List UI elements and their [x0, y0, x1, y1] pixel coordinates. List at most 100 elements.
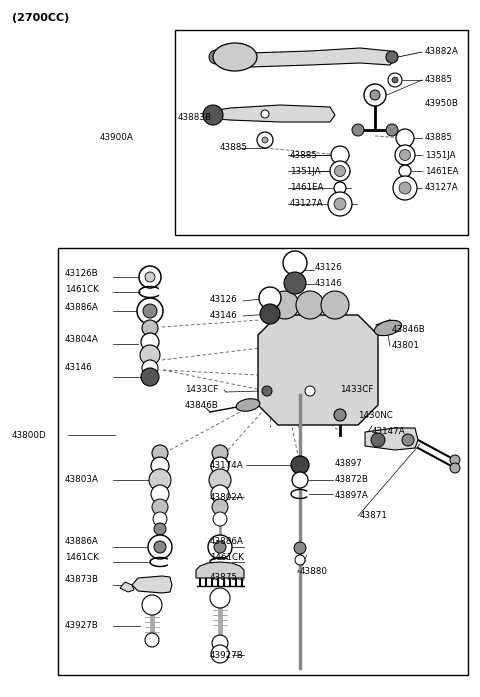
Circle shape — [143, 304, 157, 318]
Text: 43886A: 43886A — [65, 303, 99, 312]
Text: 43880: 43880 — [300, 567, 328, 576]
Text: 1430NC: 1430NC — [358, 411, 393, 420]
Circle shape — [137, 298, 163, 324]
Circle shape — [296, 291, 324, 319]
Text: 43126: 43126 — [315, 263, 343, 273]
Text: 1351JA: 1351JA — [425, 151, 456, 160]
Circle shape — [399, 165, 411, 177]
Circle shape — [152, 445, 168, 461]
Circle shape — [212, 445, 228, 461]
Circle shape — [388, 73, 402, 87]
Text: 43883B: 43883B — [178, 114, 212, 123]
Text: 43803A: 43803A — [65, 475, 99, 484]
Text: 43875: 43875 — [210, 574, 238, 583]
Text: 43950B: 43950B — [425, 100, 459, 109]
Circle shape — [321, 291, 349, 319]
Text: 43126B: 43126B — [65, 268, 98, 277]
Circle shape — [211, 457, 229, 475]
Circle shape — [213, 512, 227, 526]
Circle shape — [331, 146, 349, 164]
Circle shape — [148, 535, 172, 559]
Bar — [175, 30, 468, 235]
Circle shape — [151, 485, 169, 503]
Text: 43146: 43146 — [315, 279, 343, 289]
Polygon shape — [258, 315, 378, 425]
Circle shape — [151, 457, 169, 475]
Circle shape — [214, 541, 226, 553]
Text: 43885: 43885 — [425, 134, 453, 142]
Circle shape — [209, 469, 231, 491]
Text: 1461EA: 1461EA — [290, 183, 324, 192]
Text: 43146: 43146 — [210, 312, 238, 321]
Circle shape — [153, 512, 167, 526]
Circle shape — [370, 90, 380, 100]
Text: 43897A: 43897A — [335, 491, 369, 500]
Circle shape — [149, 469, 171, 491]
Text: 43872B: 43872B — [335, 475, 369, 484]
Polygon shape — [120, 582, 134, 592]
Circle shape — [291, 456, 309, 474]
Text: 43871: 43871 — [360, 512, 388, 521]
Text: 43146: 43146 — [65, 364, 93, 372]
Text: 43885: 43885 — [290, 151, 318, 160]
Circle shape — [141, 333, 159, 351]
Ellipse shape — [236, 399, 260, 411]
Circle shape — [352, 124, 364, 136]
Circle shape — [271, 291, 299, 319]
Circle shape — [392, 77, 398, 83]
Circle shape — [154, 523, 166, 535]
Text: 43846B: 43846B — [392, 325, 426, 335]
Text: 1461CK: 1461CK — [210, 553, 244, 562]
Circle shape — [294, 542, 306, 554]
Text: 43174A: 43174A — [210, 461, 244, 470]
Circle shape — [402, 434, 414, 446]
Circle shape — [371, 433, 385, 447]
Text: 43873B: 43873B — [65, 576, 99, 585]
Circle shape — [139, 266, 161, 288]
Circle shape — [262, 137, 268, 143]
Circle shape — [450, 455, 460, 465]
Circle shape — [399, 149, 410, 160]
Text: 43897: 43897 — [335, 459, 363, 468]
Circle shape — [334, 409, 346, 421]
Circle shape — [212, 635, 228, 651]
Text: 1461EA: 1461EA — [425, 167, 458, 176]
Circle shape — [208, 535, 232, 559]
Circle shape — [212, 499, 228, 515]
Circle shape — [259, 287, 281, 309]
Circle shape — [330, 161, 350, 181]
Circle shape — [209, 50, 223, 64]
Polygon shape — [250, 48, 395, 67]
Text: 43882A: 43882A — [425, 47, 459, 56]
Circle shape — [364, 84, 386, 106]
Circle shape — [145, 633, 159, 647]
Text: 43885: 43885 — [220, 144, 248, 153]
Text: 1351JA: 1351JA — [290, 167, 321, 176]
Circle shape — [393, 176, 417, 200]
Circle shape — [141, 368, 159, 386]
Circle shape — [142, 320, 158, 336]
Circle shape — [396, 129, 414, 147]
Text: 43900A: 43900A — [100, 134, 134, 142]
Text: 43802A: 43802A — [210, 493, 244, 502]
Text: 43886A: 43886A — [65, 537, 99, 546]
Circle shape — [257, 132, 273, 148]
Circle shape — [211, 645, 229, 663]
Polygon shape — [205, 105, 335, 122]
Ellipse shape — [374, 321, 402, 336]
Circle shape — [211, 485, 229, 503]
Circle shape — [305, 386, 315, 396]
Text: 43801: 43801 — [392, 342, 420, 351]
Circle shape — [140, 345, 160, 365]
Circle shape — [450, 463, 460, 473]
Circle shape — [334, 198, 346, 210]
Text: 43800D: 43800D — [12, 431, 47, 440]
Text: 43927B: 43927B — [65, 622, 99, 631]
Text: 43147A: 43147A — [372, 427, 406, 436]
Circle shape — [399, 182, 411, 194]
Circle shape — [395, 145, 415, 165]
Text: 43886A: 43886A — [210, 537, 244, 546]
Circle shape — [154, 541, 166, 553]
Polygon shape — [196, 562, 244, 578]
Circle shape — [334, 182, 346, 194]
